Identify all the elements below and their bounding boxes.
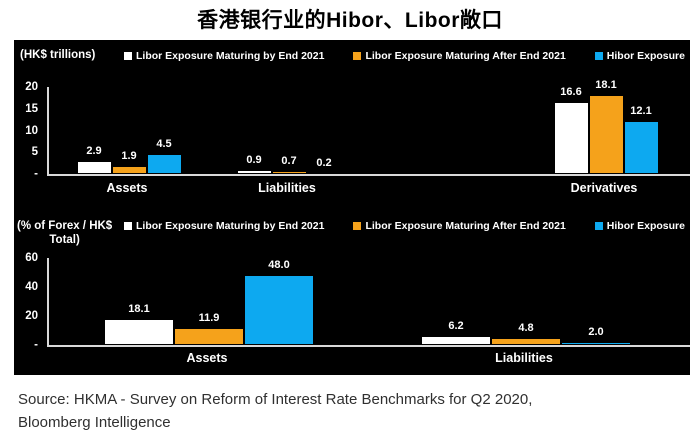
bar — [623, 121, 659, 174]
legend-item-label: Libor Exposure Maturing After End 2021 — [365, 50, 566, 62]
category-label: Assets — [186, 351, 228, 365]
legend-swatch — [594, 52, 603, 60]
bar — [236, 170, 272, 174]
bar — [146, 154, 182, 174]
bar — [111, 165, 147, 174]
y-tick-label: 40 — [25, 281, 38, 293]
y-tick-label: 20 — [25, 310, 38, 322]
y-axis-unit-label-line: (% of Forex / HK$ — [17, 220, 113, 232]
y-tick-label: 15 — [25, 102, 38, 115]
y-axis-unit-label-line: Total) — [49, 234, 80, 246]
y-tick-label: 5 — [31, 146, 38, 159]
chart-percent-forex: (% of Forex / HK$ Total) Libor Exposure M… — [14, 210, 690, 375]
legend-item: Libor Exposure Maturing After End 2021 — [353, 50, 566, 62]
chart-hkd-trillions: (HK$ trillions) Libor Exposure Maturing … — [14, 40, 690, 208]
bar — [491, 338, 561, 345]
bar-value-label: 4.5 — [156, 138, 172, 151]
bar — [76, 161, 112, 174]
legend-item: Hibor Exposure — [594, 50, 685, 62]
bar — [271, 170, 307, 174]
legend: Libor Exposure Maturing by End 2021 Libor… — [124, 220, 685, 232]
category-label: Liabilities — [258, 181, 316, 195]
bar-value-label: 2.0 — [588, 326, 604, 339]
legend-item-label: Hibor Exposure — [606, 220, 685, 232]
y-axis-unit-label: (HK$ trillions) — [20, 48, 95, 62]
legend-item: Hibor Exposure — [594, 220, 685, 232]
legend-item-label: Hibor Exposure — [606, 50, 685, 62]
legend: Libor Exposure Maturing by End 2021 Libor… — [124, 50, 685, 62]
bar-value-label: 0.9 — [246, 154, 262, 167]
legend-item-label: Libor Exposure Maturing After End 2021 — [365, 220, 566, 232]
source-note: Source: HKMA - Survey on Reform of Inter… — [18, 388, 688, 434]
bar — [553, 101, 589, 174]
y-tick-label: 20 — [25, 81, 38, 93]
legend-swatch — [594, 222, 603, 230]
chart-panel: (HK$ trillions) Libor Exposure Maturing … — [14, 40, 690, 375]
bar — [561, 342, 631, 345]
legend-swatch — [353, 52, 362, 60]
legend-swatch — [353, 222, 362, 230]
bar-value-label: 16.6 — [560, 85, 582, 98]
bar — [174, 327, 244, 345]
bar-value-label: 12.1 — [630, 105, 652, 118]
legend-item: Libor Exposure Maturing by End 2021 — [124, 220, 324, 232]
bar-value-label: 18.1 — [128, 302, 150, 315]
legend-item: Libor Exposure Maturing After End 2021 — [353, 220, 566, 232]
bar — [306, 172, 342, 174]
bar-value-label: 0.7 — [281, 154, 297, 167]
bar-value-label: 18.1 — [595, 79, 617, 92]
legend-item: Libor Exposure Maturing by End 2021 — [124, 50, 324, 62]
y-tick-label: - — [34, 168, 38, 180]
y-axis-unit-label-line: (HK$ trillions) — [20, 49, 96, 61]
bar — [421, 336, 491, 345]
y-tick-label: - — [34, 339, 38, 351]
plot-area: 2.9 1.9 4.5 0.9 0.7 0.2 16.6 18.1 12.1 — [47, 79, 690, 176]
legend-swatch — [124, 52, 132, 60]
category-label: Liabilities — [495, 351, 553, 365]
source-line-1: Source: HKMA - Survey on Reform of Inter… — [18, 391, 533, 408]
legend-swatch — [124, 222, 132, 230]
source-line-2: Bloomberg Intelligence — [18, 414, 171, 431]
category-label: Derivatives — [570, 181, 638, 195]
bar-value-label: 2.9 — [86, 145, 102, 158]
chart-title: 香港银行业的Hibor、Libor敞口 — [197, 9, 503, 32]
bar-value-label: 11.9 — [198, 311, 220, 324]
bar-value-label: 0.2 — [316, 157, 332, 169]
bar — [588, 95, 624, 174]
bar — [104, 318, 174, 345]
bar-value-label: 48.0 — [268, 259, 290, 272]
plot-area: 18.1 11.9 48.0 6.2 4.8 2.0 — [47, 258, 690, 347]
bar-value-label: 1.9 — [121, 149, 137, 162]
y-axis-unit-label: (% of Forex / HK$ Total) — [17, 219, 112, 247]
category-label: Assets — [106, 181, 148, 195]
legend-item-label: Libor Exposure Maturing by End 2021 — [136, 50, 325, 62]
y-tick-label: 60 — [25, 252, 38, 264]
legend-item-label: Libor Exposure Maturing by End 2021 — [136, 220, 325, 232]
bar — [244, 275, 314, 345]
bar-value-label: 6.2 — [448, 320, 464, 333]
y-tick-label: 10 — [25, 124, 38, 137]
bar-value-label: 4.8 — [518, 322, 534, 335]
